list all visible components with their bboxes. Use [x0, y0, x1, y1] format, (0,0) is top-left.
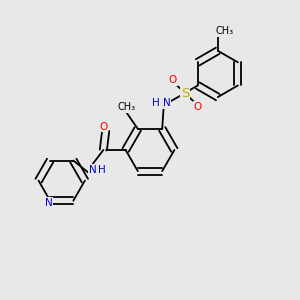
Text: CH₃: CH₃	[118, 102, 136, 112]
Text: N: N	[89, 165, 97, 175]
Text: H: H	[152, 98, 160, 108]
Text: O: O	[99, 122, 107, 131]
Text: O: O	[169, 75, 177, 85]
Text: N: N	[45, 198, 52, 208]
Text: H: H	[98, 165, 106, 175]
Text: O: O	[194, 102, 202, 112]
Text: N: N	[163, 98, 170, 108]
Text: CH₃: CH₃	[215, 26, 233, 36]
Text: S: S	[181, 87, 189, 100]
